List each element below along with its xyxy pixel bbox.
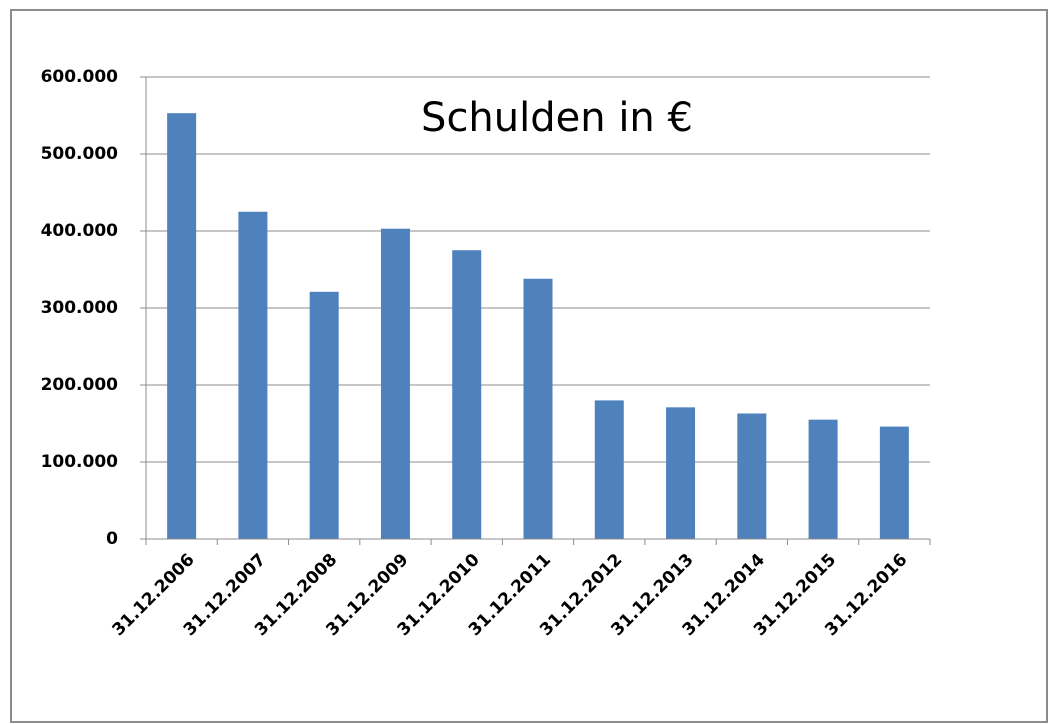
y-tick-label: 100.000 [41, 452, 119, 472]
bar [594, 400, 624, 539]
bar [452, 250, 482, 539]
y-tick-label: 600.000 [41, 67, 119, 87]
y-tick-label: 0 [106, 529, 118, 549]
y-tick-label: 300.000 [41, 298, 119, 318]
y-tick-label: 500.000 [41, 144, 119, 164]
bar [167, 113, 197, 539]
bar [737, 413, 767, 539]
chart-title: Schulden in € [421, 95, 693, 141]
bar [238, 211, 268, 539]
bar [309, 291, 339, 539]
y-tick-label: 200.000 [41, 375, 119, 395]
bar [808, 419, 838, 539]
bar [666, 407, 696, 539]
bar [523, 278, 553, 539]
y-tick-label: 400.000 [41, 221, 119, 241]
bar [380, 228, 410, 539]
bar [879, 426, 909, 539]
